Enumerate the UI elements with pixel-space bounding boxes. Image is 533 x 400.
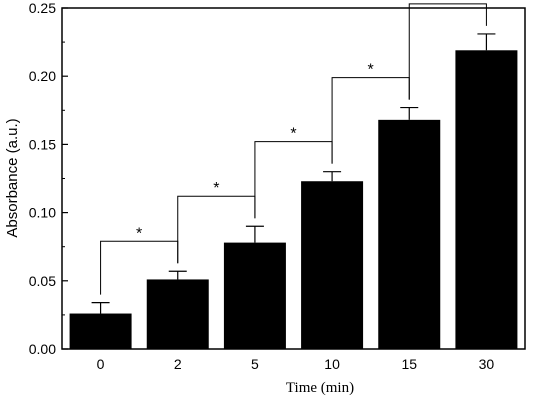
bar-series (69, 50, 518, 350)
significance-star: * (368, 62, 374, 79)
x-tick-label: 0 (97, 356, 105, 372)
significance-bracket (408, 3, 487, 100)
y-axis-ticks: 0.00 0.05 0.10 0.15 0.20 0.25 (29, 0, 68, 357)
y-tick-label: 0.15 (29, 136, 56, 152)
y-axis-title: Absorbance (a.u.) (4, 118, 21, 237)
bar (455, 50, 518, 350)
y-tick-label: 0.00 (29, 341, 56, 357)
x-axis-title: Time (min) (286, 380, 354, 396)
y-tick-label: 0.20 (29, 68, 56, 84)
significance-star: * (213, 180, 219, 197)
significance-star: * (136, 225, 142, 242)
error-bars (91, 33, 496, 314)
x-tick-label: 2 (174, 356, 182, 372)
bar (301, 181, 364, 349)
significance-star: * (290, 126, 296, 143)
x-tick-label: 30 (479, 356, 495, 372)
x-tick-label: 15 (401, 356, 417, 372)
y-tick-label: 0.05 (29, 273, 56, 289)
significance-star: * (445, 0, 451, 5)
x-tick-label: 10 (324, 356, 340, 372)
x-tick-label: 5 (251, 356, 259, 372)
bar (378, 119, 441, 350)
bar (69, 313, 132, 349)
bar (223, 242, 286, 349)
significance-brackets: * * * * * (100, 0, 487, 295)
y-tick-label: 0.10 (29, 205, 56, 221)
y-tick-label: 0.25 (29, 0, 56, 16)
bar (146, 279, 209, 349)
